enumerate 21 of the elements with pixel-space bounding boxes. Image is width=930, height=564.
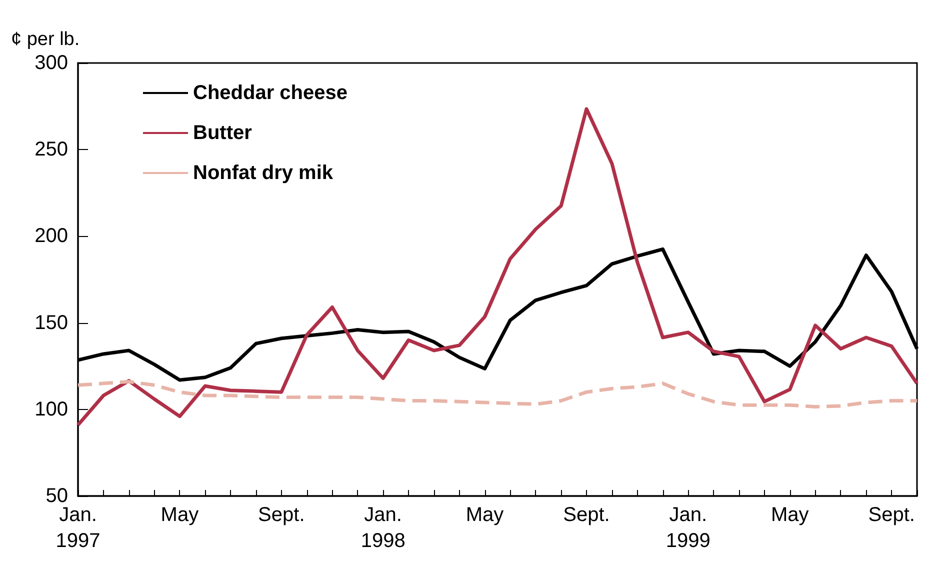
y-tick-label: 300 (34, 52, 68, 74)
x-tick-label: Sept. (563, 504, 610, 526)
x-tick-label: Jan. 1998 (360, 504, 406, 552)
legend-label: Butter (193, 122, 252, 144)
legend-label: Nonfat dry mik (193, 162, 334, 184)
y-tick-label: 250 (34, 138, 68, 161)
x-tick-label: Jan. 1999 (666, 504, 710, 552)
x-tick-label: May (160, 504, 199, 526)
x-tick-label: Sept. (258, 504, 305, 526)
x-tick-label: May (466, 504, 504, 526)
y-tick-label: 50 (46, 485, 68, 507)
y-tick-label: 200 (34, 225, 68, 248)
x-tick-label: Jan. 1997 (56, 504, 100, 552)
line-series (76, 380, 919, 409)
y-axis-title: ¢ per lb. (11, 29, 80, 50)
x-tick-label: May (770, 504, 809, 526)
legend-label: Cheddar cheese (193, 82, 348, 104)
x-tick-label: Sept. (868, 504, 915, 526)
line-series (76, 107, 919, 427)
y-tick-label: 150 (34, 312, 68, 334)
y-tick-label: 100 (34, 398, 68, 420)
